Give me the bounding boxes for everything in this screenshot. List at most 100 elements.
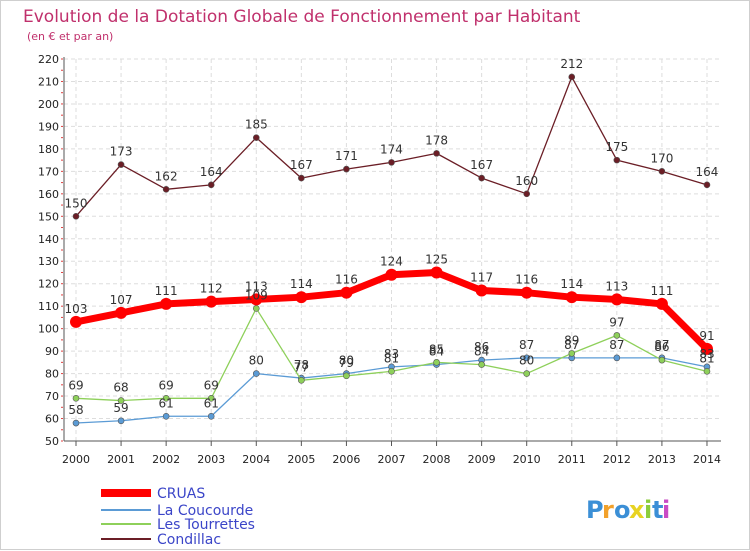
data-label: 112 (200, 282, 223, 296)
data-point (475, 284, 488, 297)
data-label: 107 (110, 293, 133, 307)
data-point (72, 212, 80, 220)
data-label: 111 (155, 284, 178, 298)
data-label: 87 (519, 338, 534, 352)
data-label: 81 (384, 351, 399, 365)
data-point (250, 293, 263, 306)
data-point (568, 350, 576, 357)
data-label: 59 (113, 401, 128, 415)
logo-letter: x (629, 496, 645, 524)
data-point (613, 354, 621, 362)
data-label: 77 (294, 360, 309, 374)
data-point (520, 286, 533, 299)
y-tick-label: 130 (38, 255, 59, 268)
data-point (117, 417, 125, 425)
data-label: 69 (158, 378, 173, 392)
data-point (388, 368, 395, 375)
data-label: 80 (519, 354, 534, 368)
data-point (72, 395, 80, 402)
data-label: 80 (249, 354, 264, 368)
data-point (610, 293, 623, 306)
data-point (115, 306, 128, 319)
data-label: 61 (204, 396, 219, 410)
data-point (160, 297, 173, 310)
axes (61, 57, 721, 446)
data-point (343, 372, 350, 380)
data-label: 68 (113, 381, 128, 395)
data-label: 69 (68, 378, 83, 392)
y-tick-label: 190 (38, 120, 59, 133)
data-point (207, 395, 215, 402)
data-label: 69 (204, 378, 219, 392)
data-label: 109 (245, 288, 268, 302)
data-point (72, 419, 80, 427)
x-tick-label: 2009 (468, 453, 496, 466)
y-tick-label: 60 (45, 413, 59, 426)
data-point (523, 190, 531, 198)
x-tick-label: 2003 (197, 453, 225, 466)
data-point (433, 150, 440, 157)
chart-subtitle: (en € et par an) (27, 30, 113, 43)
data-point (613, 156, 621, 164)
legend-label: Les Tourrettes (157, 517, 255, 533)
data-label: 185 (245, 118, 268, 132)
data-label: 97 (609, 315, 624, 329)
data-label: 114 (560, 277, 583, 291)
data-label: 212 (560, 57, 583, 71)
data-point (252, 134, 260, 141)
data-label: 78 (294, 358, 309, 372)
data-point (70, 315, 82, 328)
data-point (298, 377, 305, 384)
data-point (613, 332, 621, 339)
data-point (523, 370, 531, 377)
x-tick-label: 2013 (648, 453, 676, 466)
y-tick-label: 210 (38, 75, 59, 88)
data-label: 175 (605, 140, 628, 154)
y-tick-label: 200 (38, 98, 59, 111)
data-point (298, 174, 305, 182)
data-label: 79 (339, 356, 354, 370)
data-label: 164 (200, 165, 223, 179)
y-tick-label: 220 (38, 53, 59, 66)
data-label: 167 (470, 158, 493, 172)
data-point (703, 181, 711, 189)
data-point (655, 297, 668, 310)
data-label: 171 (335, 149, 358, 163)
data-label: 58 (68, 403, 83, 417)
y-tick-label: 170 (38, 165, 59, 178)
data-point (343, 165, 350, 173)
data-point (478, 174, 485, 182)
data-label: 117 (470, 270, 493, 284)
data-point (340, 286, 353, 299)
data-point (700, 342, 713, 355)
y-tick-label: 70 (45, 390, 59, 403)
x-tick-labels: 2000 2001 2002 2003 2004 2005 2006 2007 2008 2009… (62, 453, 721, 466)
x-tick-label: 2002 (152, 453, 180, 466)
data-label: 116 (515, 273, 538, 287)
x-tick-label: 2010 (513, 453, 541, 466)
legend-label: La Coucourde (157, 503, 253, 519)
gridlines (64, 58, 721, 442)
data-point (658, 168, 666, 175)
data-point (117, 161, 125, 168)
data-label: 111 (650, 284, 673, 298)
y-tick-label: 180 (38, 143, 59, 156)
data-label: 124 (380, 255, 403, 269)
proxiti-logo: Pr ox i ti (586, 496, 670, 524)
data-point (207, 412, 215, 420)
data-point (388, 159, 395, 166)
data-point (207, 181, 215, 189)
data-label: 80 (339, 354, 354, 368)
data-label: 86 (654, 340, 669, 354)
y-tick-label: 140 (38, 233, 59, 246)
x-tick-label: 2014 (693, 453, 721, 466)
data-label: 87 (609, 338, 624, 352)
y-tick-labels: 50 60 70 80 90 100 110 120 130 140 150 160 170 180 190… (38, 53, 59, 448)
data-point (295, 291, 308, 304)
data-label: 103 (65, 302, 88, 316)
logo-letter: P (586, 496, 604, 524)
data-label: 167 (290, 158, 313, 172)
